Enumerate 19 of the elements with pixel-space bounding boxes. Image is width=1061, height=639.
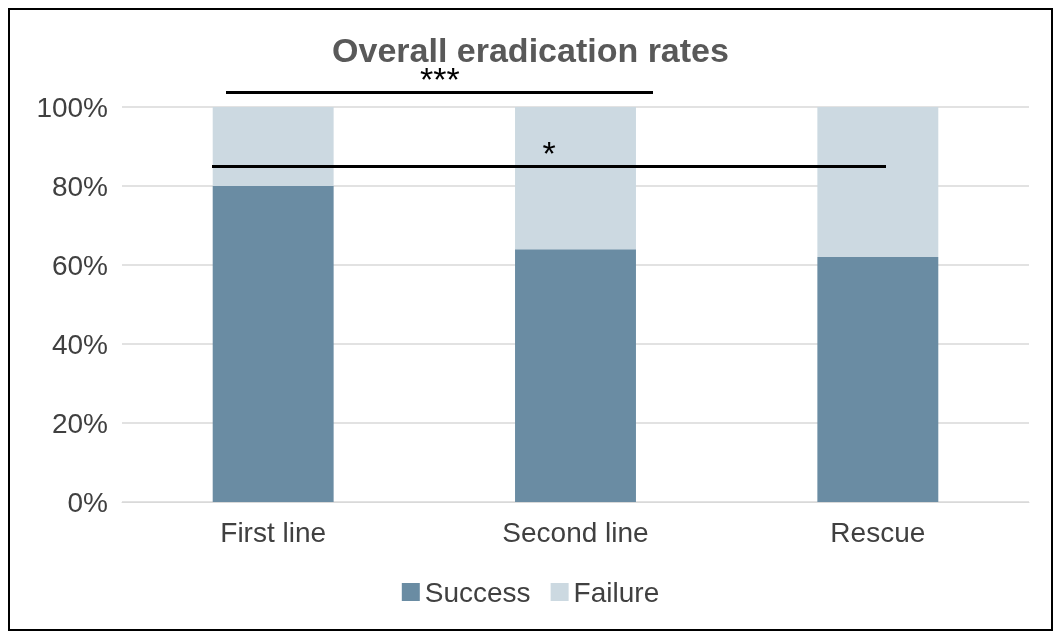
legend-label: Failure [573,576,660,608]
bar [817,257,939,502]
x-tick-label: Rescue [830,516,926,548]
legend-label: Success [424,576,531,608]
bar [515,107,636,250]
y-tick-label: 0% [67,486,108,518]
y-tick-label: 60% [51,249,108,281]
bar [817,107,939,258]
bar [515,249,636,502]
bar [212,186,334,502]
y-tick-label: 40% [51,328,108,360]
y-tick-label: 80% [51,170,108,202]
bar [212,107,334,186]
annotation: * [541,134,557,173]
y-tick-label: 20% [51,407,108,439]
x-tick-label: First line [220,516,327,548]
chart-title: Overall eradication rates [332,31,729,69]
x-tick-label: Second line [502,516,649,548]
y-tick-label: 100% [36,91,108,123]
